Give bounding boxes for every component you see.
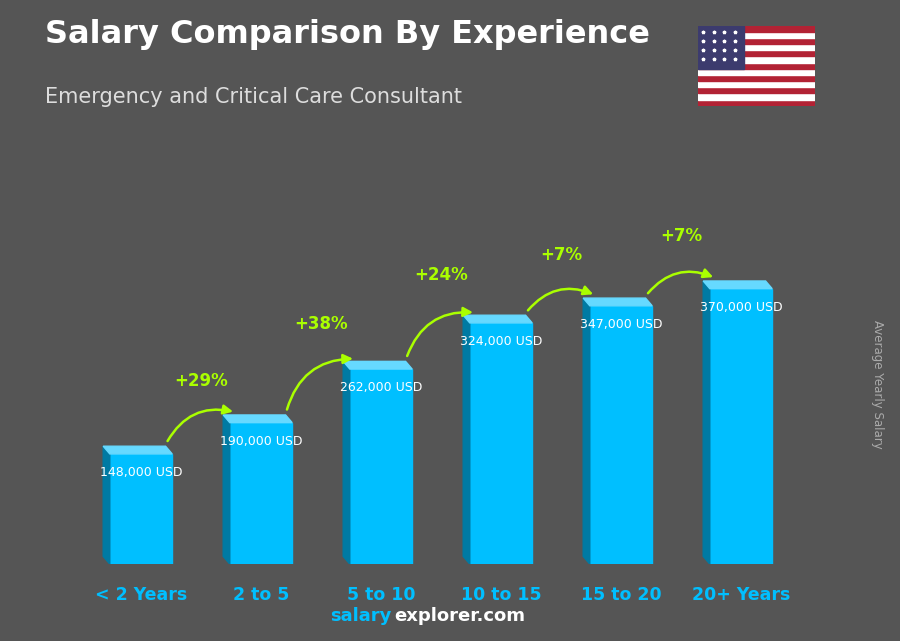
Text: 2 to 5: 2 to 5 (233, 586, 289, 604)
Polygon shape (223, 415, 230, 564)
Text: +29%: +29% (174, 372, 228, 390)
Bar (698, 38, 814, 44)
Polygon shape (583, 298, 652, 306)
Bar (110, 454, 172, 564)
Text: 148,000 USD: 148,000 USD (100, 466, 182, 479)
Text: 190,000 USD: 190,000 USD (220, 435, 302, 448)
Bar (470, 323, 532, 564)
Polygon shape (703, 281, 772, 288)
Polygon shape (464, 315, 470, 564)
Bar (698, 44, 814, 50)
Text: Salary Comparison By Experience: Salary Comparison By Experience (45, 19, 650, 50)
Bar (698, 94, 814, 99)
Text: 262,000 USD: 262,000 USD (340, 381, 422, 394)
Text: salary: salary (330, 607, 392, 625)
Text: Emergency and Critical Care Consultant: Emergency and Critical Care Consultant (45, 87, 462, 106)
Bar (698, 99, 814, 106)
Polygon shape (464, 315, 532, 323)
Bar (230, 422, 292, 564)
Polygon shape (223, 415, 292, 422)
Text: explorer.com: explorer.com (394, 607, 526, 625)
Bar (698, 32, 814, 38)
Text: 20+ Years: 20+ Years (692, 586, 790, 604)
Bar (698, 69, 814, 75)
Text: +38%: +38% (294, 315, 347, 333)
Text: 324,000 USD: 324,000 USD (460, 335, 542, 348)
Polygon shape (104, 446, 110, 564)
Text: Average Yearly Salary: Average Yearly Salary (871, 320, 884, 449)
Text: +7%: +7% (540, 247, 582, 265)
Text: 5 to 10: 5 to 10 (346, 586, 415, 604)
Bar (698, 81, 814, 87)
Bar (698, 63, 814, 69)
Text: < 2 Years: < 2 Years (94, 586, 187, 604)
Bar (710, 288, 772, 564)
Text: 370,000 USD: 370,000 USD (699, 301, 782, 314)
Polygon shape (343, 362, 412, 369)
Text: +7%: +7% (660, 227, 702, 245)
Polygon shape (343, 362, 350, 564)
Bar (698, 26, 744, 69)
Polygon shape (583, 298, 590, 564)
Bar (350, 369, 412, 564)
Polygon shape (703, 281, 710, 564)
Text: +24%: +24% (414, 267, 468, 285)
Text: 10 to 15: 10 to 15 (461, 586, 541, 604)
Bar (698, 75, 814, 81)
Bar (698, 87, 814, 94)
Bar (698, 26, 814, 32)
Bar (698, 56, 814, 63)
Text: 15 to 20: 15 to 20 (580, 586, 662, 604)
Polygon shape (104, 446, 172, 454)
Bar (698, 50, 814, 56)
Bar (590, 306, 652, 564)
Text: 347,000 USD: 347,000 USD (580, 318, 662, 331)
